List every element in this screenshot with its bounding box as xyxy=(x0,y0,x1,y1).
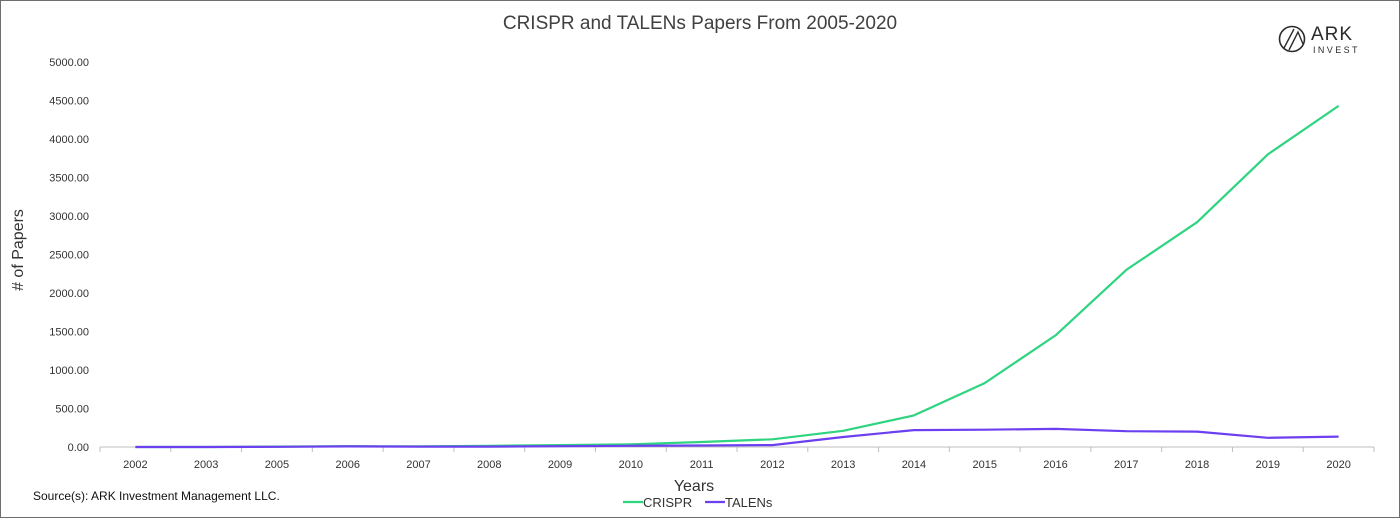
x-tick-label: 2015 xyxy=(972,459,996,471)
ark-invest-logo: ARK INVEST xyxy=(1277,24,1367,60)
legend-label-talens: TALENs xyxy=(725,495,773,510)
y-tick-label: 3500.00 xyxy=(49,173,89,185)
chart-title: CRISPR and TALENs Papers From 2005-2020 xyxy=(502,13,898,34)
x-tick-label: 2016 xyxy=(1043,459,1067,471)
x-tick-label: 2011 xyxy=(690,459,714,471)
y-tick-label: 1000.00 xyxy=(49,365,89,377)
source-note: Source(s): ARK Investment Management LLC… xyxy=(33,489,280,503)
x-tick-label: 2020 xyxy=(1326,459,1350,471)
x-tick-label: 2019 xyxy=(1256,459,1280,471)
x-tick-label: 2006 xyxy=(335,459,359,471)
x-tick-label: 2010 xyxy=(619,459,643,471)
x-tick-label: 2003 xyxy=(194,459,218,471)
x-tick-label: 2005 xyxy=(265,459,289,471)
x-tick-label: 2017 xyxy=(1114,459,1138,471)
y-tick-label: 3000.00 xyxy=(49,211,89,223)
ark-logo-mark-icon xyxy=(1278,25,1306,53)
y-axis-title: # of Papers xyxy=(10,209,27,291)
y-tick-label: 4000.00 xyxy=(49,134,89,146)
x-axis-title: Years xyxy=(674,478,714,495)
y-tick-label: 5000.00 xyxy=(49,57,89,69)
logo-subtitle: INVEST xyxy=(1313,45,1360,55)
x-axis-ticks: 2002 2003 2005 2006 2007 2008 2009 2010 2011 2012… xyxy=(99,447,1375,471)
y-tick-label: 0.00 xyxy=(68,442,89,454)
y-tick-label: 500.00 xyxy=(55,404,89,416)
legend: CRISPR TALENs xyxy=(623,495,773,510)
series-line-talens xyxy=(135,427,1339,449)
y-tick-label: 1500.00 xyxy=(49,327,89,339)
y-axis-ticks: 0.00 500.00 1000.00 1500.00 2000.00 2500.00 30… xyxy=(49,57,89,454)
x-tick-label: 2007 xyxy=(406,459,430,471)
x-tick-label: 2018 xyxy=(1185,459,1209,471)
x-tick-label: 2012 xyxy=(760,459,784,471)
series-line-crispr xyxy=(135,104,1340,449)
y-tick-label: 2000.00 xyxy=(49,288,89,300)
x-tick-label: 2014 xyxy=(902,459,926,471)
y-tick-label: 2500.00 xyxy=(49,250,89,262)
y-tick-label: 4500.00 xyxy=(49,96,89,108)
x-tick-label: 2013 xyxy=(831,459,855,471)
x-tick-label: 2008 xyxy=(477,459,501,471)
x-tick-label: 2002 xyxy=(123,459,147,471)
logo-wordmark: ARK xyxy=(1311,24,1354,45)
legend-label-crispr: CRISPR xyxy=(643,495,692,510)
series-lines xyxy=(135,104,1340,449)
x-tick-label: 2009 xyxy=(548,459,572,471)
